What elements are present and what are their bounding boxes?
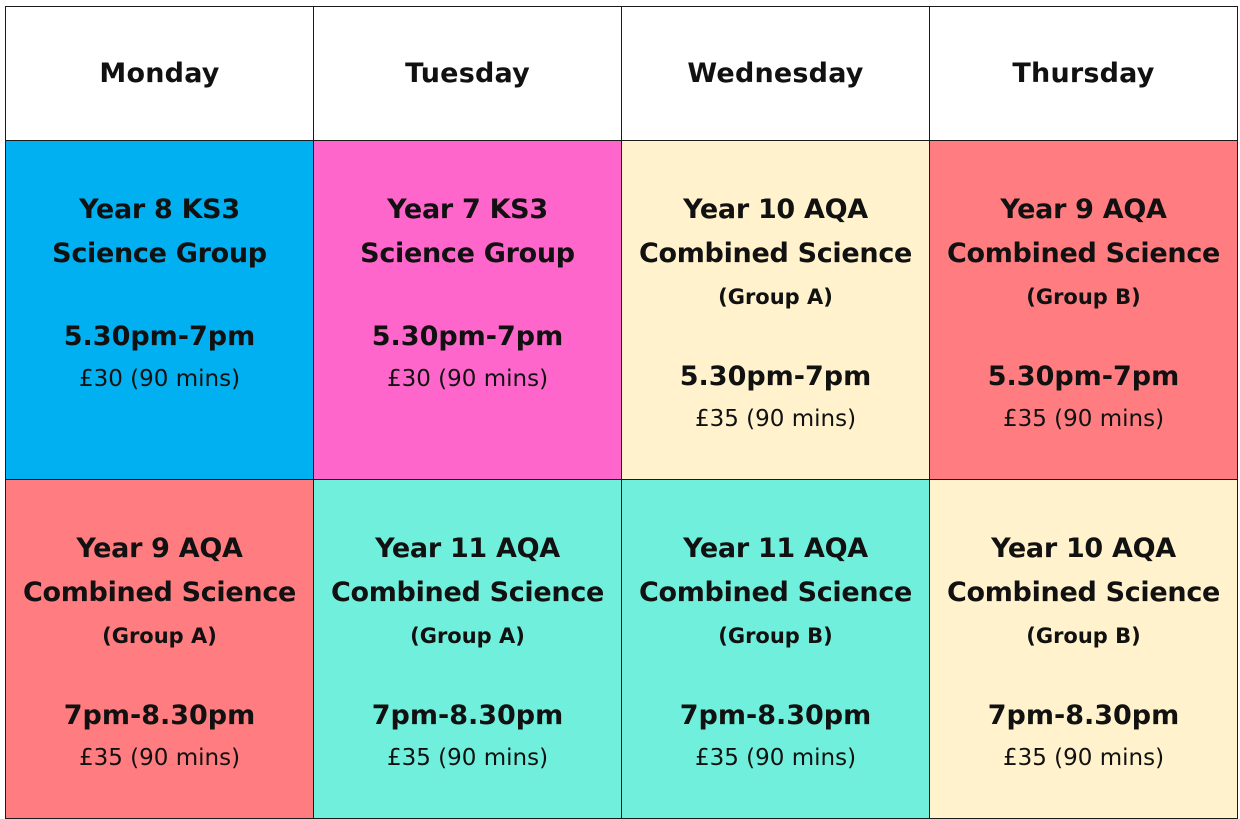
timetable: Monday Tuesday Wednesday Thursday Year 8… xyxy=(5,6,1238,819)
class-price: £35 (90 mins) xyxy=(694,406,857,432)
class-subject: Combined Science xyxy=(638,577,913,608)
class-price: £35 (90 mins) xyxy=(694,745,857,771)
class-price: £30 (90 mins) xyxy=(78,366,241,392)
class-title: Year 10 AQA xyxy=(683,194,868,225)
class-group: (Group B) xyxy=(1026,285,1141,309)
class-title: Year 11 AQA xyxy=(683,533,868,564)
class-subject: Science Group xyxy=(52,238,267,269)
class-subject: Combined Science xyxy=(22,577,297,608)
class-time: 5.30pm-7pm xyxy=(371,321,564,352)
class-time: 7pm-8.30pm xyxy=(987,700,1180,731)
class-cell-thursday-early: Year 9 AQA Combined Science (Group B) 5.… xyxy=(929,140,1238,480)
class-price: £35 (90 mins) xyxy=(78,745,241,771)
class-group: (Group A) xyxy=(718,285,833,309)
class-price: £35 (90 mins) xyxy=(386,745,549,771)
session-row-early: Year 8 KS3 Science Group 5.30pm-7pm £30 … xyxy=(5,140,1238,480)
class-group: (Group A) xyxy=(410,624,525,648)
class-title: Year 8 KS3 xyxy=(79,194,240,225)
class-cell-wednesday-early: Year 10 AQA Combined Science (Group A) 5… xyxy=(621,140,930,480)
day-header-tuesday: Tuesday xyxy=(313,6,622,141)
class-cell-tuesday-early: Year 7 KS3 Science Group 5.30pm-7pm £30 … xyxy=(313,140,622,480)
class-cell-thursday-late: Year 10 AQA Combined Science (Group B) 7… xyxy=(929,479,1238,819)
class-cell-wednesday-late: Year 11 AQA Combined Science (Group B) 7… xyxy=(621,479,930,819)
class-group: (Group A) xyxy=(102,624,217,648)
class-subject: Combined Science xyxy=(946,238,1221,269)
class-title: Year 9 AQA xyxy=(76,533,243,564)
class-group: (Group B) xyxy=(1026,624,1141,648)
class-cell-tuesday-late: Year 11 AQA Combined Science (Group A) 7… xyxy=(313,479,622,819)
class-price: £35 (90 mins) xyxy=(1002,406,1165,432)
class-time: 5.30pm-7pm xyxy=(987,361,1180,392)
header-row: Monday Tuesday Wednesday Thursday xyxy=(5,6,1238,141)
class-cell-monday-early: Year 8 KS3 Science Group 5.30pm-7pm £30 … xyxy=(5,140,314,480)
class-title: Year 11 AQA xyxy=(375,533,560,564)
session-row-late: Year 9 AQA Combined Science (Group A) 7p… xyxy=(5,479,1238,819)
class-title: Year 9 AQA xyxy=(1000,194,1167,225)
class-title: Year 7 KS3 xyxy=(387,194,548,225)
class-price: £30 (90 mins) xyxy=(386,366,549,392)
class-time: 7pm-8.30pm xyxy=(371,700,564,731)
day-header-thursday: Thursday xyxy=(929,6,1238,141)
class-subject: Combined Science xyxy=(638,238,913,269)
class-title: Year 10 AQA xyxy=(991,533,1176,564)
class-price: £35 (90 mins) xyxy=(1002,745,1165,771)
day-header-wednesday: Wednesday xyxy=(621,6,930,141)
class-time: 7pm-8.30pm xyxy=(679,700,872,731)
class-time: 5.30pm-7pm xyxy=(63,321,256,352)
class-cell-monday-late: Year 9 AQA Combined Science (Group A) 7p… xyxy=(5,479,314,819)
class-time: 7pm-8.30pm xyxy=(63,700,256,731)
class-subject: Science Group xyxy=(360,238,575,269)
class-group: (Group B) xyxy=(718,624,833,648)
class-subject: Combined Science xyxy=(330,577,605,608)
day-header-monday: Monday xyxy=(5,6,314,141)
class-time: 5.30pm-7pm xyxy=(679,361,872,392)
class-subject: Combined Science xyxy=(946,577,1221,608)
